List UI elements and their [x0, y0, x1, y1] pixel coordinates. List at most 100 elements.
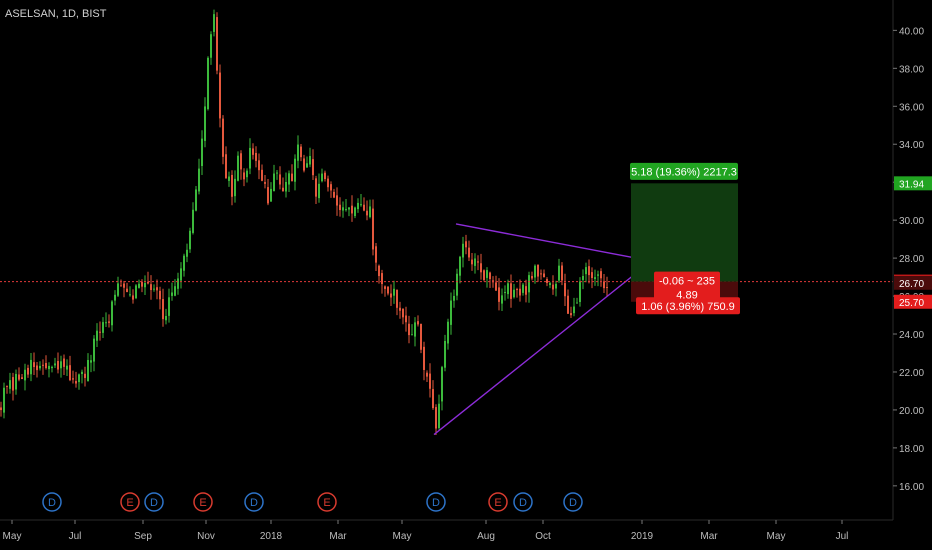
candle-body [123, 283, 125, 288]
candle-body [315, 178, 317, 197]
svg-text:-0.06 ~ 235: -0.06 ~ 235 [659, 276, 715, 288]
candle-body [72, 378, 74, 380]
candle-body [537, 264, 539, 277]
candle-body [225, 154, 227, 179]
candle-body [336, 195, 338, 206]
svg-text:E: E [494, 497, 501, 509]
candle-body [450, 300, 452, 325]
svg-text:E: E [126, 497, 133, 509]
candle-body [249, 147, 251, 169]
candle-body [534, 265, 536, 278]
candle-body [246, 170, 248, 178]
trendline-upper[interactable] [455, 223, 637, 259]
candle-body [54, 363, 56, 366]
price-tick-label: 22.00 [899, 368, 924, 379]
earnings-marker[interactable]: E [120, 492, 140, 512]
candle-body [321, 173, 323, 182]
candle-body [504, 291, 506, 293]
candle-body [300, 146, 302, 158]
candle-body [165, 316, 167, 321]
candle-body [333, 191, 335, 198]
candle-body [591, 272, 593, 279]
candle-body [219, 72, 221, 119]
candle-body [180, 268, 182, 281]
candle-body [60, 361, 62, 369]
candle-body [570, 313, 572, 316]
candle-body [297, 144, 299, 161]
candle-body [444, 340, 446, 368]
candle-body [435, 407, 437, 429]
svg-text:D: D [569, 497, 577, 509]
candle-body [285, 181, 287, 192]
long-position-tool[interactable]: 5.18 (19.36%) 2217.31.06 (3.96%) 750.9-0… [630, 162, 740, 315]
candle-body [264, 182, 266, 184]
candle-body [243, 172, 245, 180]
candle-body [603, 281, 605, 289]
candle-body [75, 381, 77, 384]
candle-body [240, 153, 242, 170]
candle-body [144, 283, 146, 288]
candle-body [423, 346, 425, 370]
candle-body [474, 258, 476, 266]
candle-body [399, 307, 401, 311]
candle-body [396, 289, 398, 308]
dividend-marker[interactable]: D [144, 492, 164, 512]
candle-body [291, 173, 293, 182]
time-tick-label: Aug [477, 531, 495, 542]
candle-body [510, 283, 512, 299]
candle-body [186, 249, 188, 257]
dividend-marker[interactable]: D [42, 492, 62, 512]
candle-body [90, 360, 92, 363]
candle-body [78, 374, 80, 383]
candle-body [198, 168, 200, 192]
candle-body [93, 338, 95, 362]
candle-body [255, 152, 257, 161]
price-axis[interactable]: 16.0018.0020.0022.0024.0026.0028.0030.00… [892, 0, 932, 520]
dividend-marker[interactable]: D [563, 492, 583, 512]
time-axis[interactable]: May Jul Sep Nov 2018 Mar May Aug Oct 2019 Mar May Ju… [0, 519, 893, 542]
trendlines-layer[interactable] [433, 223, 637, 436]
candle-body [405, 315, 407, 323]
candle-body [87, 360, 89, 382]
candle-body [309, 156, 311, 165]
svg-text:D: D [150, 497, 158, 509]
candle-body [543, 273, 545, 278]
candle-body [540, 273, 542, 275]
earnings-marker[interactable]: E [317, 492, 337, 512]
earnings-marker[interactable]: E [488, 492, 508, 512]
candle-body [402, 308, 404, 318]
earnings-marker[interactable]: E [193, 492, 213, 512]
dividend-marker[interactable]: D [426, 492, 446, 512]
profit-zone[interactable] [631, 183, 738, 282]
candles-layer [0, 9, 608, 435]
price-tick-label: 34.00 [899, 140, 924, 151]
candle-body [168, 297, 170, 316]
candle-body [531, 276, 533, 279]
candle-body [393, 288, 395, 296]
dividend-marker[interactable]: D [244, 492, 264, 512]
candle-body [156, 287, 158, 291]
candle-body [105, 322, 107, 324]
time-tick-label: Jul [69, 531, 82, 542]
candle-body [222, 118, 224, 157]
candle-body [453, 295, 455, 301]
candle-body [171, 292, 173, 296]
dividend-marker[interactable]: D [513, 492, 533, 512]
candle-body [81, 371, 83, 374]
candle-body [357, 202, 359, 210]
candle-body [468, 247, 470, 258]
candle-body [480, 263, 482, 273]
candle-body [477, 261, 479, 263]
trendline-lower[interactable] [433, 272, 637, 436]
candle-body [12, 377, 14, 391]
candle-body [348, 207, 350, 210]
candle-body [312, 159, 314, 176]
price-tick-label: 18.00 [899, 444, 924, 455]
candle-body [528, 275, 530, 293]
candle-body [378, 265, 380, 277]
candle-body [45, 362, 47, 369]
candle-body [564, 283, 566, 297]
